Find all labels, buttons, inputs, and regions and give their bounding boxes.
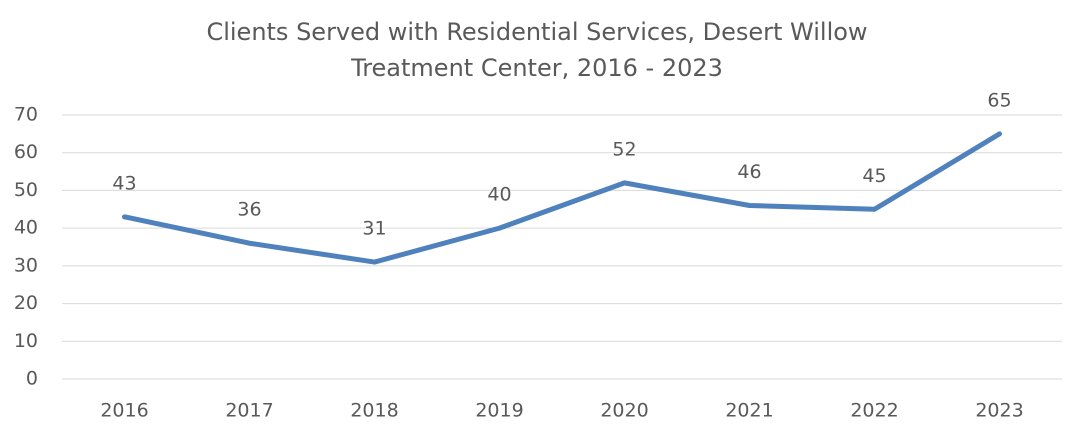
data-label: 52 [612, 138, 636, 160]
data-label: 31 [362, 218, 386, 240]
x-tick-label: 2017 [225, 400, 273, 422]
data-label: 36 [237, 199, 261, 221]
x-tick-label: 2018 [350, 400, 398, 422]
data-label: 65 [987, 89, 1011, 111]
y-tick-label: 50 [14, 179, 38, 201]
x-tick-label: 2023 [975, 400, 1023, 422]
data-line [122, 131, 1002, 265]
data-label: 45 [862, 165, 886, 187]
y-tick-label: 60 [14, 141, 38, 163]
data-label: 40 [487, 184, 511, 206]
data-label: 43 [112, 172, 136, 194]
chart-title: Clients Served with Residential Services… [206, 18, 868, 82]
y-tick-label: 40 [14, 217, 38, 239]
y-tick-label: 0 [26, 368, 38, 390]
x-tick-label: 2020 [600, 400, 648, 422]
y-tick-label: 70 [14, 104, 38, 126]
x-tick-label: 2021 [725, 400, 773, 422]
data-label: 46 [737, 161, 761, 183]
x-tick-label: 2016 [100, 400, 148, 422]
x-tick-label: 2022 [850, 400, 898, 422]
x-tick-label: 2019 [475, 400, 523, 422]
y-tick-label: 10 [14, 330, 38, 352]
y-tick-label: 20 [14, 292, 38, 314]
y-tick-label: 30 [14, 254, 38, 276]
